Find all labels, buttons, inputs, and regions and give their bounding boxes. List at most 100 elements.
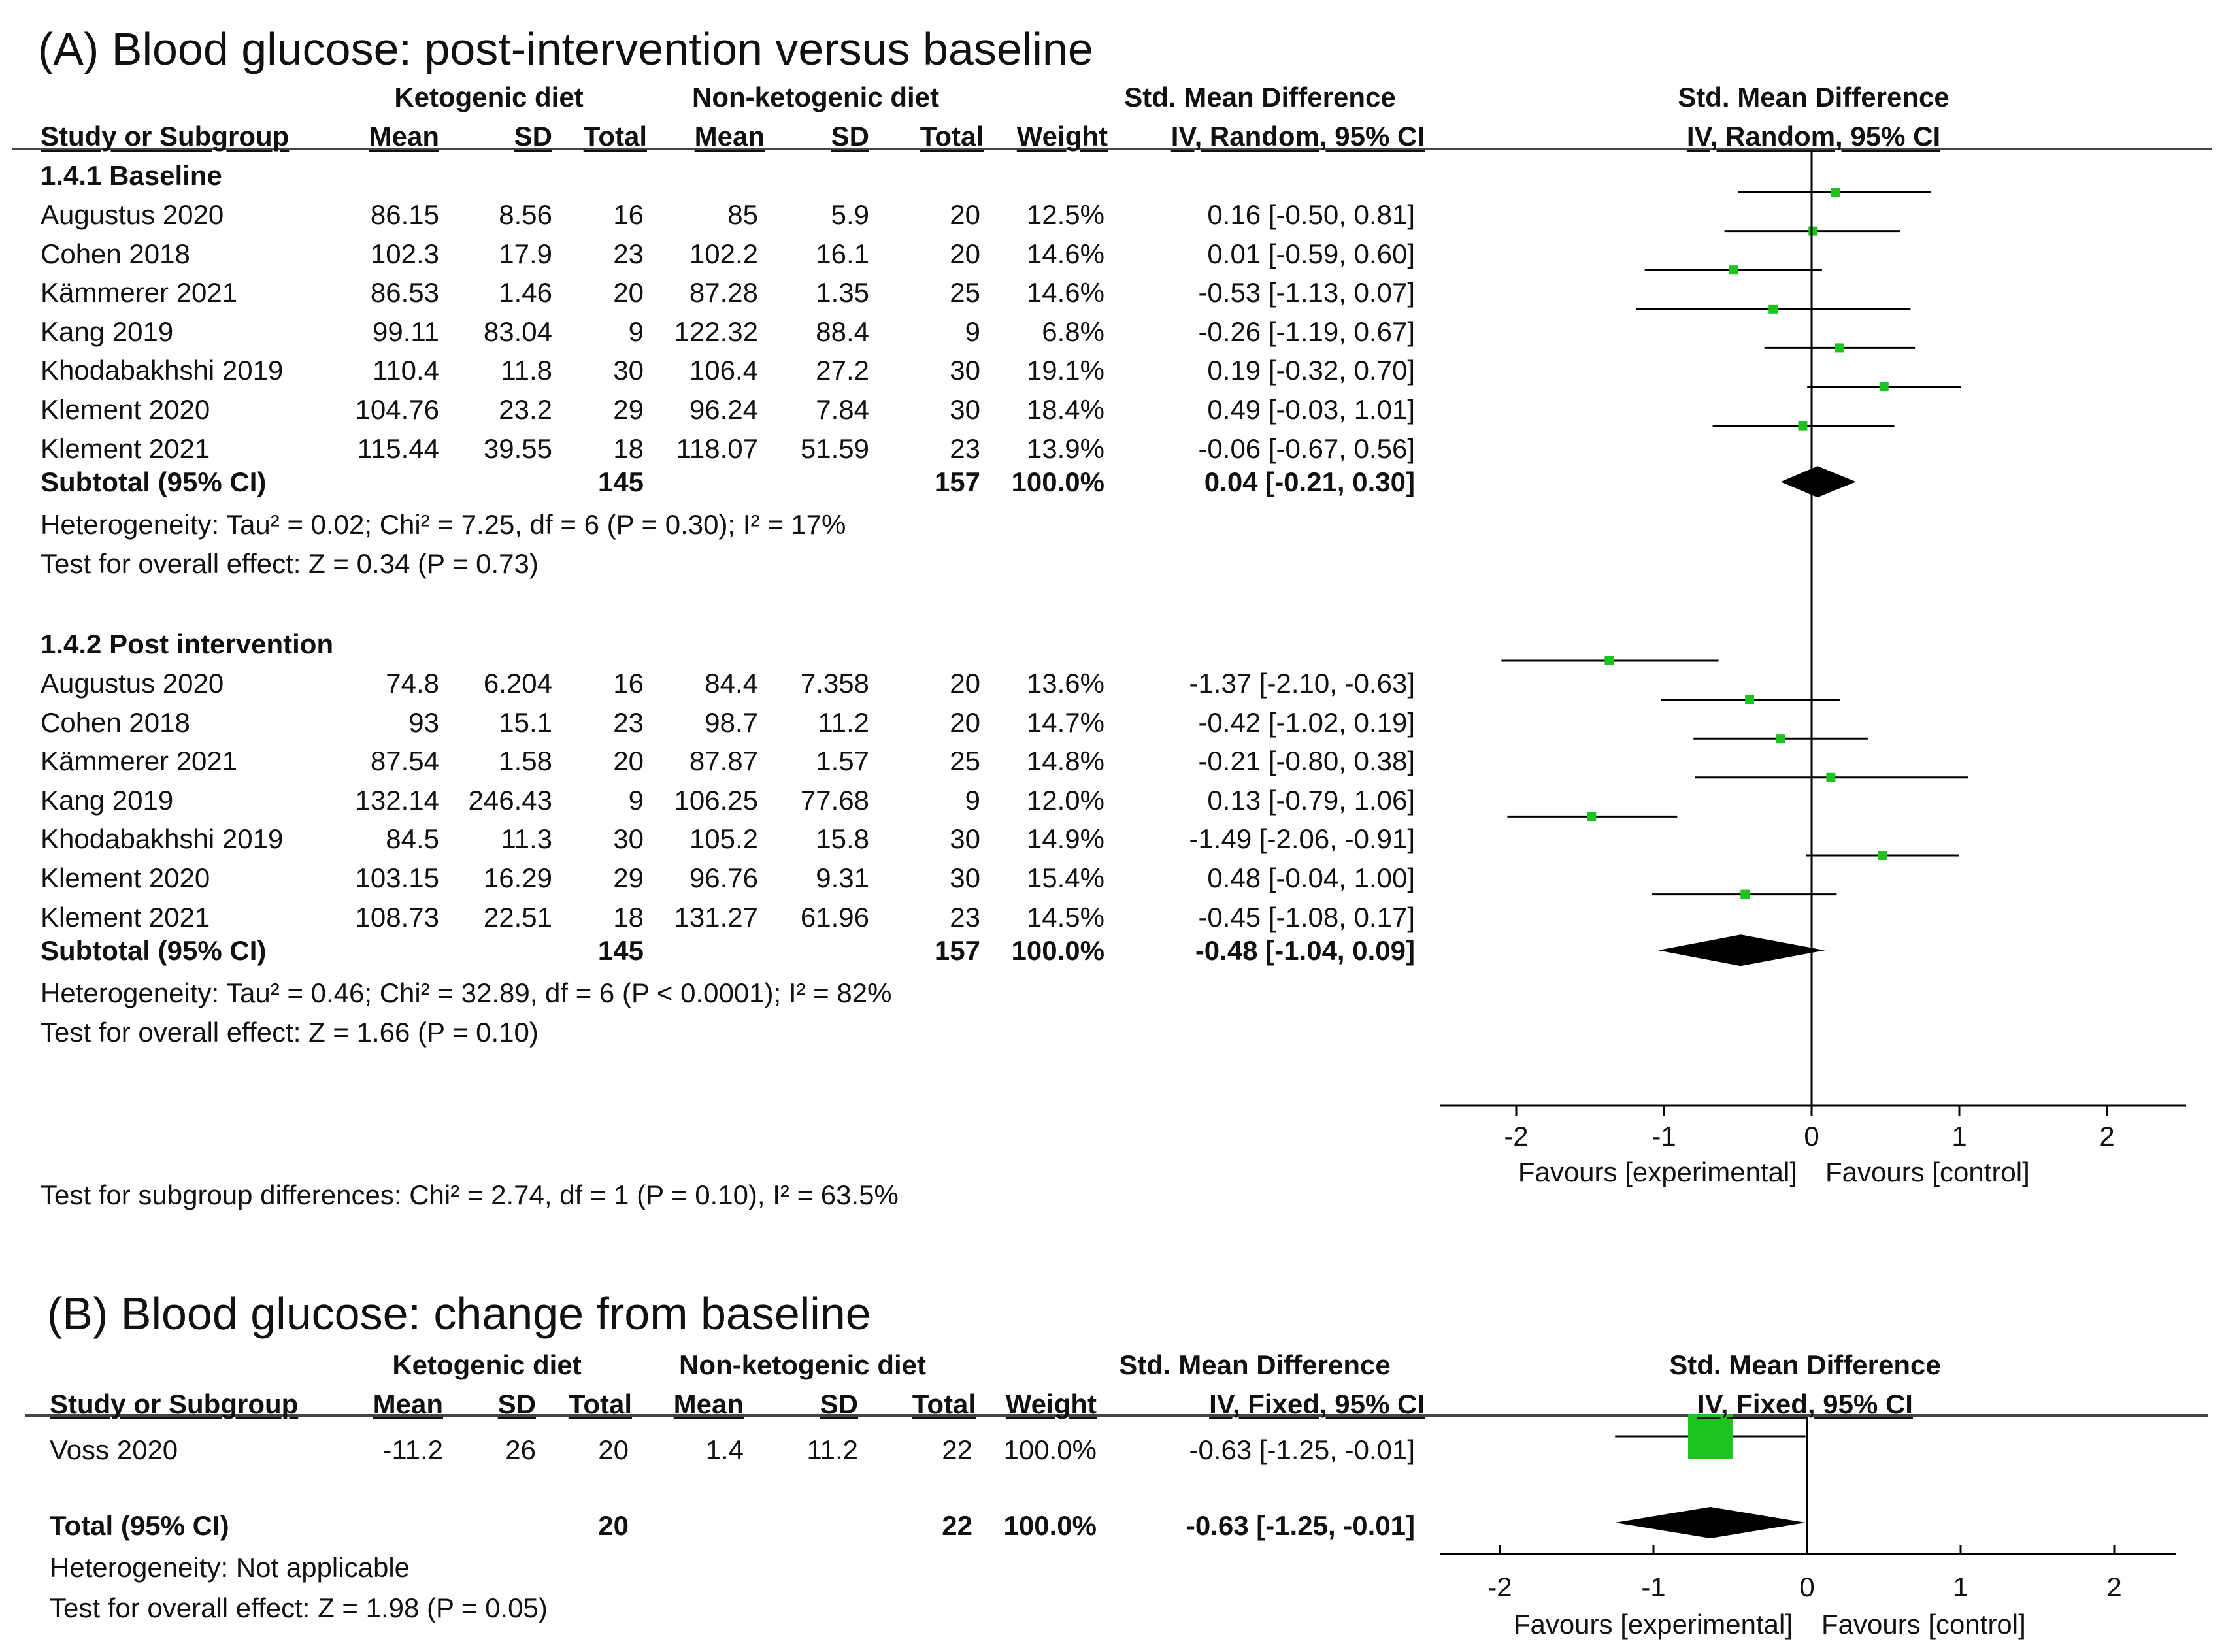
cell-sd2: 15.8 xyxy=(816,823,869,855)
cell-sd2: 7.84 xyxy=(816,394,869,425)
cell-total2: 30 xyxy=(950,863,980,893)
cell-total1: 9 xyxy=(628,316,644,347)
point-estimate-marker xyxy=(1604,656,1614,665)
overall-effect-text: Test for overall effect: Z = 1.98 (P = 0… xyxy=(50,1593,548,1623)
header-ci-plot: IV, Fixed, 95% CI xyxy=(1697,1389,1913,1419)
subgroup-label: 1.4.2 Post intervention xyxy=(41,629,334,659)
cell-ci: -0.42 [-1.02, 0.19] xyxy=(1198,706,1415,738)
cell-ci: -1.49 [-2.06, -0.91] xyxy=(1189,823,1415,855)
cell-ci: 0.13 [-0.79, 1.06] xyxy=(1207,784,1415,816)
cell-sd2: 7.358 xyxy=(800,668,869,699)
tick-label: 0 xyxy=(1804,1121,1819,1151)
cell-sd2: 61.96 xyxy=(800,901,869,933)
cell-sd2: 88.4 xyxy=(816,316,869,347)
cell-weight: 13.6% xyxy=(1026,668,1104,699)
header-ci: IV, Fixed, 95% CI xyxy=(1209,1389,1425,1419)
cell-mean2: 98.7 xyxy=(705,706,758,738)
cell-mean2: 96.76 xyxy=(689,863,758,893)
header-mean2: Mean xyxy=(673,1389,744,1419)
cell-sd2: 27.2 xyxy=(816,355,869,386)
cell-sd1: 11.8 xyxy=(501,355,552,386)
header-weight: Weight xyxy=(1005,1389,1097,1419)
cell-mean1: 87.54 xyxy=(370,746,439,777)
cell-mean1: -11.2 xyxy=(382,1434,443,1465)
subgroup-label: 1.4.1 Baseline xyxy=(41,160,222,191)
cell-total1: 30 xyxy=(613,355,644,386)
cell-ci: -0.26 [-1.19, 0.67] xyxy=(1198,316,1415,347)
cell-mean1: 132.14 xyxy=(355,784,439,816)
cell-sd1: 1.58 xyxy=(499,746,552,777)
point-estimate-marker xyxy=(1776,734,1785,744)
point-estimate-marker xyxy=(1687,1414,1733,1459)
cell-mean2: 85 xyxy=(727,199,758,230)
cell-sd1: 22.51 xyxy=(483,901,552,933)
cell-mean1: 115.44 xyxy=(357,433,439,464)
cell-mean1: 103.15 xyxy=(355,863,439,893)
cell-mean1: 86.53 xyxy=(370,277,439,308)
total-label: Total (95% CI) xyxy=(50,1510,229,1541)
header-sd2: SD xyxy=(831,121,869,152)
cell-total1: 29 xyxy=(613,394,644,425)
pooled-diamond xyxy=(1657,934,1825,966)
cell-mean1: 108.73 xyxy=(355,901,439,933)
header-mean2: Mean xyxy=(694,121,765,152)
cell-total1: 16 xyxy=(613,199,644,230)
header-sd2: SD xyxy=(820,1389,858,1419)
study-name: Voss 2020 xyxy=(50,1434,178,1465)
point-estimate-marker xyxy=(1729,265,1738,275)
cell-mean1: 104.76 xyxy=(355,394,439,425)
point-estimate-marker xyxy=(1587,812,1597,821)
heterogeneity-text: Heterogeneity: Not applicable xyxy=(50,1552,410,1583)
total-weight: 100.0% xyxy=(1003,1510,1097,1541)
header-sd1: SD xyxy=(514,121,552,152)
cell-ci: -0.06 [-0.67, 0.56] xyxy=(1198,433,1415,464)
header-sd1: SD xyxy=(497,1389,536,1419)
cell-weight: 14.9% xyxy=(1026,823,1104,855)
cell-sd1: 83.04 xyxy=(483,316,552,347)
header-nonketogenic: Non-ketogenic diet xyxy=(678,1349,927,1380)
header-mean1: Mean xyxy=(369,121,439,152)
cell-weight: 13.9% xyxy=(1026,433,1104,464)
cell-total2: 20 xyxy=(950,668,980,699)
tick-label: 2 xyxy=(2106,1572,2122,1602)
tick-label: 0 xyxy=(1799,1572,1815,1602)
cell-sd2: 1.35 xyxy=(816,277,869,308)
cell-sd2: 5.9 xyxy=(831,199,869,230)
cell-sd2: 9.31 xyxy=(816,863,869,893)
cell-mean1: 110.4 xyxy=(373,355,439,386)
subtotal-total1: 145 xyxy=(597,467,644,498)
favours-experimental: Favours [experimental] xyxy=(1518,1157,1797,1187)
cell-total1: 23 xyxy=(613,238,644,269)
cell-ci: 0.01 [-0.59, 0.60] xyxy=(1207,238,1415,269)
header-ci: IV, Random, 95% CI xyxy=(1170,121,1425,152)
cell-ci: 0.19 [-0.32, 0.70] xyxy=(1207,355,1415,386)
cell-sd1: 8.56 xyxy=(499,199,552,230)
tick-label: -2 xyxy=(1504,1121,1529,1151)
header-total1: Total xyxy=(583,121,647,152)
cell-mean1: 99.11 xyxy=(373,316,439,347)
cell-mean2: 87.28 xyxy=(689,277,758,308)
header-ci-plot: IV, Random, 95% CI xyxy=(1686,121,1941,152)
cell-total1: 20 xyxy=(613,277,644,308)
cell-sd2: 11.2 xyxy=(806,1434,858,1465)
header-study: Study or Subgroup xyxy=(50,1389,299,1419)
pooled-diamond xyxy=(1615,1507,1806,1538)
cell-total1: 29 xyxy=(613,863,644,893)
header-total2: Total xyxy=(912,1389,976,1419)
cell-mean1: 74.8 xyxy=(386,668,439,699)
point-estimate-marker xyxy=(1831,188,1840,197)
cell-total2: 9 xyxy=(965,316,980,347)
cell-total2: 30 xyxy=(950,823,980,855)
cell-total2: 25 xyxy=(950,277,980,308)
subtotal-total2: 157 xyxy=(934,935,980,966)
study-name: Cohen 2018 xyxy=(41,706,190,738)
header-ketogenic: Ketogenic diet xyxy=(394,82,584,112)
cell-total2: 30 xyxy=(950,355,980,386)
cell-ci: -0.45 [-1.08, 0.17] xyxy=(1198,901,1415,933)
cell-sd1: 16.29 xyxy=(483,863,552,893)
subtotal-ci: -0.48 [-1.04, 0.09] xyxy=(1195,935,1415,966)
cell-ci: -1.37 [-2.10, -0.63] xyxy=(1189,668,1415,699)
cell-mean2: 106.25 xyxy=(674,784,758,816)
